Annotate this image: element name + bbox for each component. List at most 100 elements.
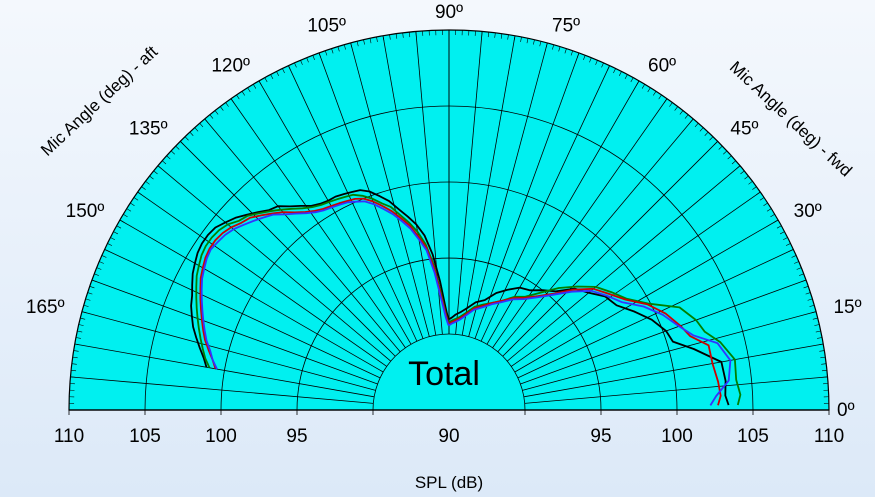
grid-tickmark (343, 44, 346, 50)
grid-tickmark (288, 65, 291, 71)
grid-tickmark (709, 136, 714, 141)
grid-tickmark (641, 84, 645, 89)
grid-tickmark (175, 145, 180, 150)
grid-tickmark (731, 160, 736, 165)
grid-tickmark (110, 237, 116, 241)
grid-tickmark (236, 94, 240, 100)
angle-tick-label: 90º (435, 2, 463, 23)
grid-tickmark (589, 57, 592, 63)
grid-tickmark (770, 214, 775, 218)
angle-tick-label: 120º (211, 55, 250, 76)
series-line-4 (200, 200, 732, 406)
grid-tickmark (699, 127, 704, 132)
grid-tickmark (123, 214, 128, 218)
grid-tickmark (803, 286, 809, 289)
grid-tickmark (817, 337, 823, 339)
grid-tickmark (788, 249, 794, 252)
grid-tickmark (740, 170, 745, 175)
angle-tick-label: 105º (307, 16, 346, 37)
x-axis-title: SPL (dB) (415, 473, 483, 492)
grid-tickmark (713, 141, 718, 146)
grid-tickmark (81, 311, 87, 314)
grid-tickmark (137, 191, 142, 196)
grid-tickmark (545, 42, 548, 48)
grid-tickmark (133, 197, 139, 201)
grid-tickmark (576, 52, 580, 58)
grid-tickmark (363, 39, 365, 45)
grid-tickmark (72, 356, 78, 359)
grid-tickmark (759, 197, 765, 201)
grid-tickmark (487, 32, 490, 38)
grid-tickmark (785, 243, 791, 246)
grid-tickmark (618, 71, 622, 77)
grid-tickmark (658, 94, 662, 100)
series-layer (190, 189, 742, 406)
left-axis-title: Mic Angle (deg) - aft (37, 42, 161, 160)
grid-tickmark (247, 87, 251, 93)
grid-tickmark (704, 131, 709, 136)
grid-tickmark (276, 71, 280, 77)
grid-tickmark (689, 118, 694, 123)
center-label: Total (408, 355, 480, 393)
grid-tickmark (270, 74, 274, 80)
grid-tickmark (80, 317, 86, 320)
grid-tickmark (96, 267, 102, 270)
grid-tickmark (752, 186, 757, 190)
grid-tickmark (180, 141, 185, 146)
grid-tickmark (727, 155, 732, 160)
grid-tickmark (766, 208, 772, 212)
grid-tickmark (782, 237, 788, 241)
grid-tickmark (170, 150, 175, 155)
grid-tickmark (756, 191, 761, 196)
grid-tickmark (77, 330, 83, 333)
grid-tickmark (331, 48, 334, 54)
grid-tickmark (241, 91, 246, 96)
grid-tickmark (494, 32, 496, 38)
grid-tickmark (73, 350, 79, 352)
grid-tickmark (723, 150, 728, 155)
grid-tickmark (141, 186, 146, 190)
grid-tickmark (811, 311, 817, 314)
grid-tickmark (773, 219, 779, 223)
angle-tick-label: 0º (837, 400, 855, 421)
grid-tickmark (119, 219, 125, 223)
grid-tickmark (613, 68, 616, 74)
grid-tickmark (220, 106, 224, 111)
angle-tick-label: 165º (26, 297, 65, 318)
grid-tickmark (107, 243, 113, 246)
grid-tickmark (815, 330, 821, 333)
grid-tickmark (153, 170, 158, 175)
grid-tickmark (71, 363, 77, 365)
grid-tickmark (812, 317, 818, 320)
grid-arc (372, 333, 526, 411)
grid-tickmark (395, 33, 398, 39)
tick-labels: 110 105 100 95 90 95 100 105 110 0º 15º 30º 45º 60º 75… (26, 2, 862, 447)
grid-tickmark (558, 46, 561, 52)
grid-tickmark (89, 286, 95, 289)
grid-tickmark (116, 225, 122, 229)
grid-tickmark (583, 55, 586, 61)
grid-tickmark (189, 131, 194, 136)
grid-tickmark (402, 32, 404, 38)
grid-tickmark (75, 337, 81, 339)
grid-tickmark (500, 33, 503, 39)
grid-tickmark (684, 114, 689, 119)
radial-tick-label: 100 (205, 426, 237, 447)
grid-tickmark (636, 80, 640, 86)
grid-tickmark (126, 208, 132, 212)
grid-tickmark (807, 298, 813, 301)
grid-tickmark (91, 279, 97, 283)
grid-tickmark (526, 38, 529, 44)
grid-tickmark (225, 102, 229, 107)
grid-tickmark (85, 298, 91, 301)
grid-tickmark (601, 62, 604, 68)
grid-tickmark (230, 98, 235, 103)
grid-tickmark (647, 87, 651, 93)
grid-tickmark (94, 273, 100, 276)
grid-tickmark (350, 42, 353, 48)
grid-tickmark (718, 145, 723, 150)
series-line-2 (195, 193, 742, 406)
grid-tickmark (791, 255, 797, 258)
grid-tickmark (337, 46, 340, 52)
radial-tick-label: 110 (814, 426, 844, 447)
